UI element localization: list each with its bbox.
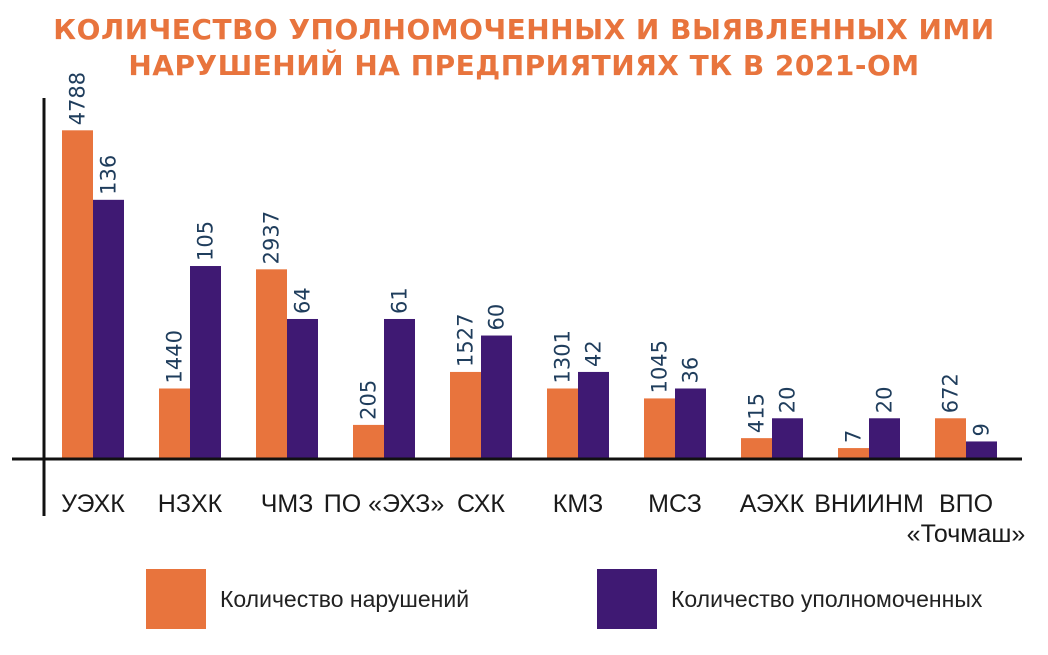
- value-label-authorized-6: 36: [679, 357, 703, 384]
- category-label-0: УЭХК: [61, 490, 125, 518]
- value-label-authorized-7: 20: [776, 387, 800, 414]
- bar-violations-5: [547, 388, 578, 458]
- bar-violations-3: [353, 424, 384, 458]
- bar-violations-9: [935, 418, 966, 458]
- category-label-1: НЗХК: [158, 490, 223, 518]
- category-label-2: ЧМЗ: [261, 490, 314, 518]
- value-label-violations-1: 1440: [163, 330, 187, 383]
- legend-swatch-authorized: [597, 569, 657, 629]
- bar-authorized-4: [481, 335, 512, 458]
- bar-authorized-7: [772, 418, 803, 458]
- value-label-violations-7: 415: [745, 393, 769, 433]
- value-label-violations-5: 1301: [551, 330, 575, 383]
- bar-authorized-9: [966, 441, 997, 458]
- category-labels-group: УЭХК НЗХК ЧМЗ ПО «ЭХЗ» СХК КМЗ МСЗ АЭХК ВНИИНМ ВП…: [61, 490, 1025, 548]
- category-label-9-line-0: ВПО: [939, 490, 993, 518]
- bar-violations-1: [159, 388, 190, 458]
- legend: Количество нарушений Количество уполномо…: [0, 568, 1048, 638]
- value-label-violations-0: 4788: [66, 72, 90, 125]
- value-label-authorized-8: 20: [873, 387, 897, 414]
- legend-swatch-violations: [146, 569, 206, 629]
- bar-authorized-8: [869, 418, 900, 458]
- chart-title-line-1: КОЛИЧЕСТВО УПОЛНОМОЧЕННЫХ И ВЫЯВЛЕННЫХ И…: [53, 13, 995, 46]
- value-label-authorized-4: 60: [485, 304, 509, 331]
- category-label-8: ВНИИНМ: [814, 490, 924, 518]
- value-label-authorized-3: 61: [388, 287, 412, 314]
- chart-title: КОЛИЧЕСТВО УПОЛНОМОЧЕННЫХ И ВЫЯВЛЕННЫХ И…: [0, 12, 1048, 84]
- category-label-3: ПО «ЭХЗ»: [324, 490, 445, 518]
- value-label-authorized-0: 136: [97, 155, 121, 195]
- value-label-violations-4: 1527: [454, 313, 478, 366]
- legend-label-violations: Количество нарушений: [220, 585, 470, 612]
- bar-chart: 4788 136 1440 105 2937 64 205 61 1527 60 1301 42 104…: [12, 72, 1025, 548]
- bar-authorized-3: [384, 318, 415, 458]
- value-label-authorized-9: 9: [970, 423, 994, 436]
- value-label-violations-3: 205: [357, 380, 381, 420]
- category-label-9-line-1: «Точмаш»: [907, 520, 1026, 548]
- value-label-authorized-5: 42: [582, 340, 606, 367]
- bar-violations-4: [450, 371, 481, 458]
- bar-authorized-2: [287, 318, 318, 458]
- bars-group: [62, 130, 997, 458]
- value-labels-group: 4788 136 1440 105 2937 64 205 61 1527 60 1301 42 104…: [66, 72, 994, 443]
- value-label-authorized-1: 105: [194, 221, 218, 261]
- bar-authorized-1: [190, 266, 221, 458]
- value-label-violations-8: 7: [842, 430, 866, 443]
- value-label-authorized-2: 64: [291, 287, 315, 314]
- bar-authorized-6: [675, 388, 706, 458]
- bar-violations-7: [741, 438, 772, 458]
- value-label-violations-9: 672: [939, 373, 963, 413]
- bar-violations-0: [62, 130, 93, 458]
- value-label-violations-2: 2937: [260, 211, 284, 264]
- legend-item-violations: Количество нарушений: [146, 568, 469, 630]
- category-label-4: СХК: [457, 490, 505, 518]
- chart-title-line-2: НАРУШЕНИЙ НА ПРЕДПРИЯТИЯХ ТК В 2021-ОМ: [128, 49, 920, 82]
- category-label-5: КМЗ: [553, 490, 604, 518]
- legend-label-authorized: Количество уполномоченных: [671, 585, 983, 612]
- bar-violations-2: [256, 269, 287, 458]
- bar-authorized-0: [93, 199, 124, 458]
- category-label-6: МСЗ: [648, 490, 702, 518]
- bar-violations-6: [644, 398, 675, 458]
- bar-authorized-5: [578, 371, 609, 458]
- legend-item-authorized: Количество уполномоченных: [597, 568, 982, 630]
- value-label-violations-6: 1045: [648, 340, 672, 393]
- bar-violations-8: [838, 448, 869, 458]
- category-label-7: АЭХК: [740, 490, 805, 518]
